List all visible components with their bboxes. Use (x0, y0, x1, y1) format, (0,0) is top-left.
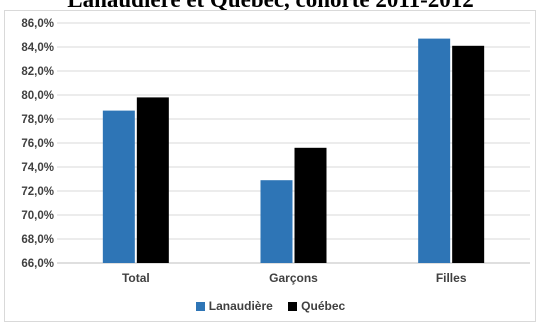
legend-label-lanaudiere: Lanaudière (208, 299, 273, 313)
bar-0-1 (136, 97, 169, 264)
y-tick-label-0: 66,0% (21, 258, 54, 270)
y-tick-label-4: 74,0% (21, 162, 54, 174)
bar-0-0 (102, 110, 135, 263)
y-tick-label-5: 76,0% (21, 138, 54, 150)
y-tick-label-10: 86,0% (21, 18, 54, 30)
y-tick-label-8: 82,0% (21, 66, 54, 78)
legend-swatch-lanaudiere (195, 302, 205, 311)
bar-2-0 (418, 38, 451, 263)
chart-title: Lanaudière et Québec, cohorte 2011-2012 (0, 0, 541, 10)
y-tick-label-7: 80,0% (21, 90, 54, 102)
legend-swatch-quebec (288, 302, 298, 311)
y-tick-label-3: 72,0% (21, 186, 54, 198)
bar-1-0 (260, 180, 293, 263)
legend-label-quebec: Québec (301, 299, 346, 313)
legend-item-quebec: Québec (288, 299, 345, 313)
y-tick-label-1: 68,0% (21, 234, 54, 246)
x-tick-label-1: Garçons (269, 271, 318, 285)
y-tick-label-9: 84,0% (21, 42, 54, 54)
legend-item-lanaudiere: Lanaudière (195, 299, 273, 313)
x-tick-label-2: Filles (436, 271, 467, 285)
legend: Lanaudière Québec (0, 299, 541, 313)
y-tick-label-2: 70,0% (21, 210, 54, 222)
x-tick-label-0: Total (122, 271, 150, 285)
chart-title-strip: Lanaudière et Québec, cohorte 2011-2012 (0, 0, 541, 10)
bar-1-1 (294, 147, 327, 263)
bar-2-1 (452, 45, 485, 263)
y-tick-label-6: 78,0% (21, 114, 54, 126)
